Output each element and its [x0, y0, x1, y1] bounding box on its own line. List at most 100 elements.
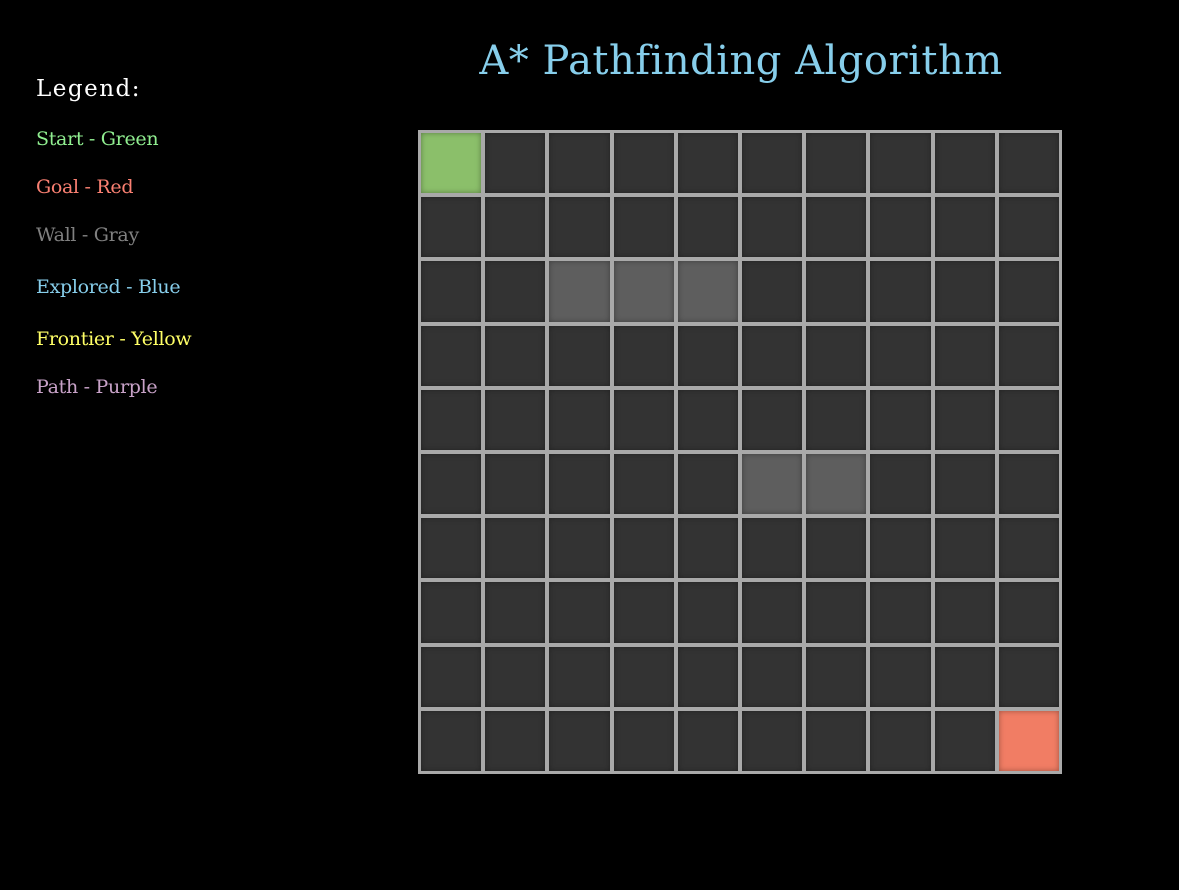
grid-cell[interactable]	[742, 389, 803, 450]
grid-cell[interactable]	[549, 582, 610, 643]
grid-cell[interactable]	[421, 710, 482, 771]
grid-cell[interactable]	[806, 261, 867, 322]
grid-cell[interactable]	[613, 133, 674, 194]
grid-cell[interactable]	[870, 454, 931, 515]
grid-cell[interactable]	[613, 710, 674, 771]
grid-cell[interactable]	[549, 325, 610, 386]
grid-cell[interactable]	[742, 710, 803, 771]
pathfinding-grid[interactable]	[418, 130, 1062, 774]
grid-cell[interactable]	[742, 518, 803, 579]
grid-cell[interactable]	[421, 454, 482, 515]
grid-cell[interactable]	[613, 454, 674, 515]
grid-cell[interactable]	[870, 710, 931, 771]
grid-cell[interactable]	[421, 261, 482, 322]
grid-cell[interactable]	[934, 389, 995, 450]
grid-cell-wall[interactable]	[613, 261, 674, 322]
grid-cell[interactable]	[421, 325, 482, 386]
grid-cell[interactable]	[613, 325, 674, 386]
grid-cell[interactable]	[934, 582, 995, 643]
grid-cell[interactable]	[870, 197, 931, 258]
grid-cell[interactable]	[870, 133, 931, 194]
grid-cell[interactable]	[485, 389, 546, 450]
grid-cell[interactable]	[998, 518, 1059, 579]
grid-cell[interactable]	[742, 261, 803, 322]
grid-cell[interactable]	[613, 518, 674, 579]
grid-cell[interactable]	[934, 710, 995, 771]
grid-cell[interactable]	[677, 325, 738, 386]
grid-cell[interactable]	[421, 582, 482, 643]
grid-cell[interactable]	[549, 646, 610, 707]
grid-cell[interactable]	[934, 133, 995, 194]
grid-cell[interactable]	[998, 261, 1059, 322]
grid-cell[interactable]	[677, 710, 738, 771]
grid-cell[interactable]	[998, 582, 1059, 643]
grid-cell[interactable]	[421, 518, 482, 579]
grid-cell[interactable]	[549, 197, 610, 258]
grid-cell[interactable]	[806, 133, 867, 194]
grid-cell[interactable]	[934, 325, 995, 386]
grid-cell[interactable]	[870, 646, 931, 707]
grid-cell[interactable]	[485, 133, 546, 194]
grid-cell[interactable]	[677, 197, 738, 258]
grid-cell[interactable]	[485, 646, 546, 707]
grid-cell[interactable]	[806, 197, 867, 258]
grid-cell[interactable]	[870, 389, 931, 450]
grid-cell[interactable]	[998, 325, 1059, 386]
grid-cell[interactable]	[677, 646, 738, 707]
grid-cell[interactable]	[870, 518, 931, 579]
grid-cell[interactable]	[870, 261, 931, 322]
grid-cell[interactable]	[485, 710, 546, 771]
grid-cell-start[interactable]	[421, 133, 482, 194]
grid-cell[interactable]	[677, 133, 738, 194]
grid-cell[interactable]	[613, 646, 674, 707]
grid-cell[interactable]	[806, 646, 867, 707]
grid-cell[interactable]	[742, 325, 803, 386]
grid-cell[interactable]	[677, 582, 738, 643]
grid-cell[interactable]	[998, 389, 1059, 450]
grid-cell-wall[interactable]	[549, 261, 610, 322]
grid-cell[interactable]	[934, 518, 995, 579]
grid-cell[interactable]	[549, 518, 610, 579]
grid-cell[interactable]	[806, 710, 867, 771]
grid-cell[interactable]	[998, 197, 1059, 258]
grid-cell[interactable]	[742, 646, 803, 707]
grid-cell[interactable]	[806, 518, 867, 579]
grid-cell[interactable]	[677, 518, 738, 579]
grid-cell-wall[interactable]	[806, 454, 867, 515]
grid-cell[interactable]	[421, 197, 482, 258]
grid-cell[interactable]	[613, 389, 674, 450]
grid-cell[interactable]	[806, 389, 867, 450]
grid-cell[interactable]	[742, 133, 803, 194]
grid-cell[interactable]	[421, 646, 482, 707]
grid-cell[interactable]	[934, 261, 995, 322]
grid-cell[interactable]	[485, 454, 546, 515]
grid-cell[interactable]	[742, 582, 803, 643]
grid-cell[interactable]	[677, 454, 738, 515]
grid-cell-wall[interactable]	[677, 261, 738, 322]
grid-cell[interactable]	[934, 197, 995, 258]
grid-cell[interactable]	[421, 389, 482, 450]
grid-cell[interactable]	[742, 197, 803, 258]
grid-cell[interactable]	[485, 261, 546, 322]
grid-cell[interactable]	[806, 582, 867, 643]
grid-cell[interactable]	[549, 133, 610, 194]
grid-cell[interactable]	[613, 582, 674, 643]
grid-cell[interactable]	[549, 454, 610, 515]
grid-cell[interactable]	[998, 133, 1059, 194]
grid-cell[interactable]	[998, 646, 1059, 707]
grid-cell[interactable]	[549, 389, 610, 450]
grid-cell[interactable]	[549, 710, 610, 771]
grid-cell[interactable]	[870, 325, 931, 386]
grid-cell[interactable]	[934, 454, 995, 515]
grid-cell-wall[interactable]	[742, 454, 803, 515]
grid-cell[interactable]	[485, 582, 546, 643]
grid-cell[interactable]	[677, 389, 738, 450]
grid-cell-goal[interactable]	[998, 710, 1059, 771]
grid-cell[interactable]	[613, 197, 674, 258]
grid-cell[interactable]	[485, 518, 546, 579]
grid-cell[interactable]	[934, 646, 995, 707]
grid-cell[interactable]	[806, 325, 867, 386]
grid-cell[interactable]	[998, 454, 1059, 515]
grid-cell[interactable]	[485, 325, 546, 386]
grid-cell[interactable]	[870, 582, 931, 643]
